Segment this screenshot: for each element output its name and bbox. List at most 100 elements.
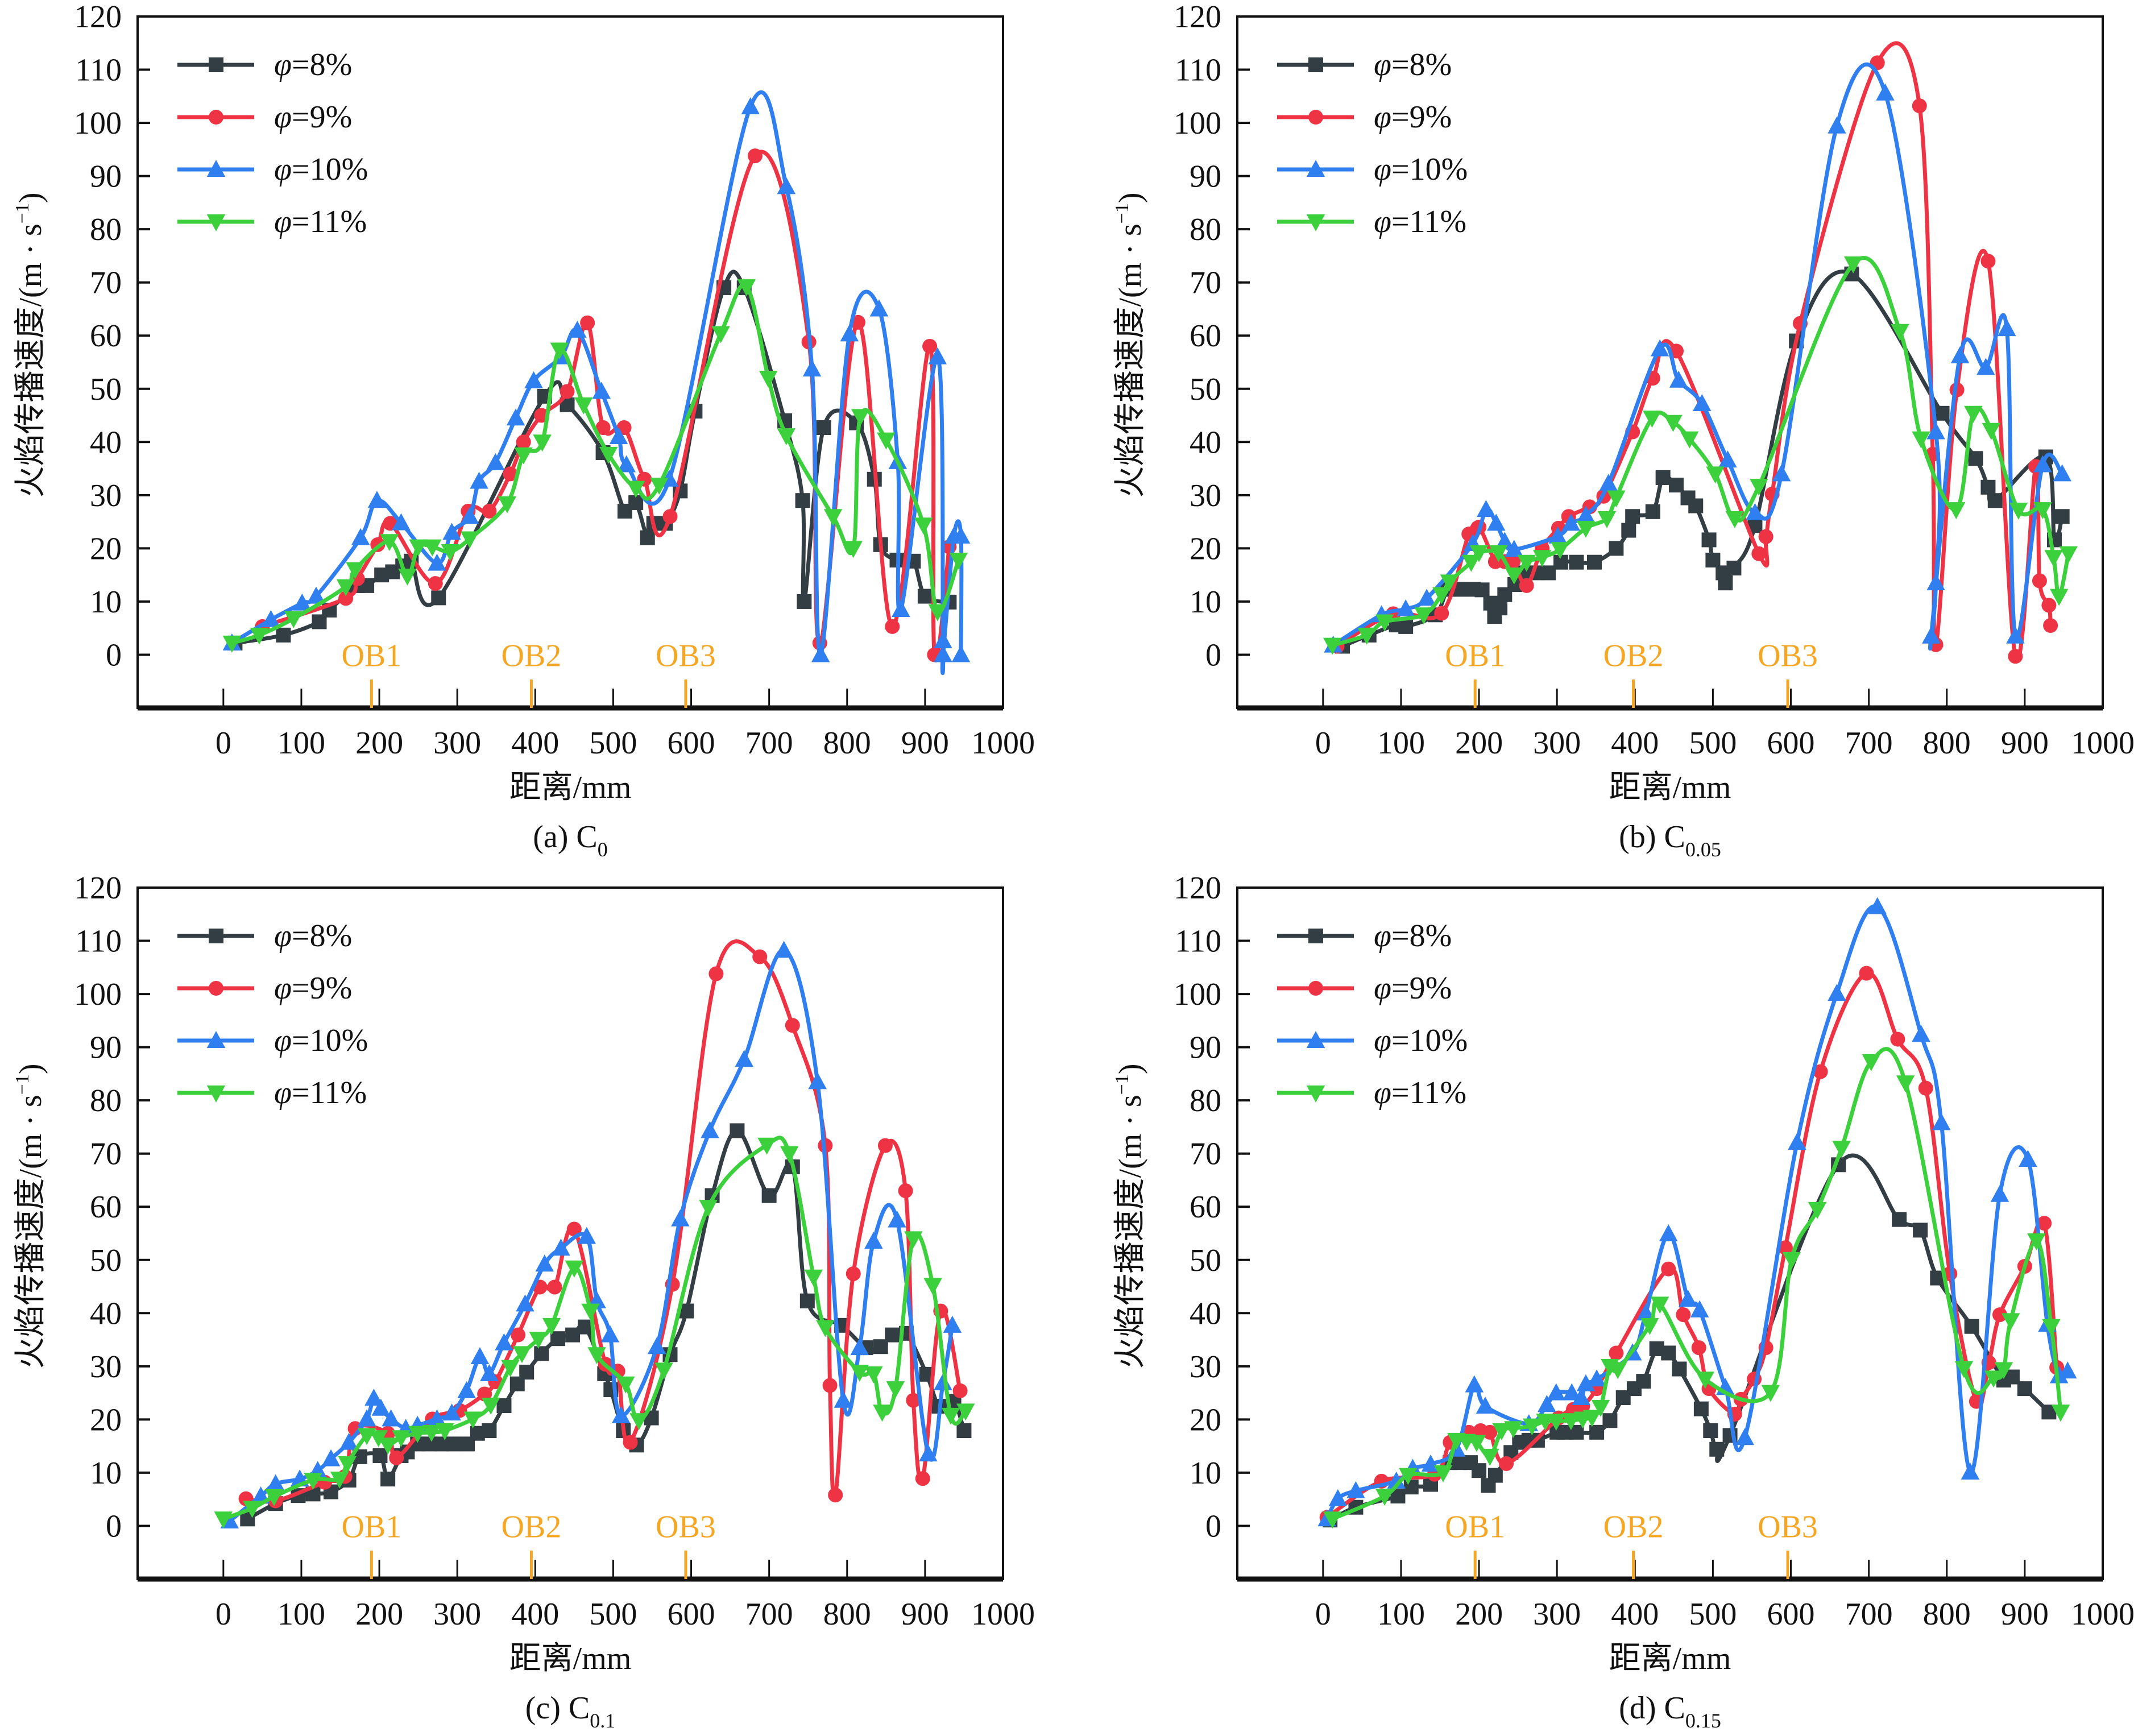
data-point: [1387, 1471, 1406, 1489]
data-point: [1328, 1489, 1348, 1506]
data-point: [1440, 574, 1459, 592]
data-point: [1489, 545, 1508, 562]
data-point: [2041, 598, 2057, 613]
data-point: [408, 1426, 427, 1443]
data-point: [808, 1072, 827, 1089]
data-point: [2008, 649, 2023, 664]
data-point: [1608, 1362, 1627, 1379]
x-tick-label: 800: [1923, 1597, 1971, 1632]
data-point: [1808, 1201, 1827, 1219]
obstacle-label-ob3: OB3: [656, 1509, 716, 1544]
data-point: [892, 600, 910, 617]
data-point: [914, 517, 933, 535]
data-point: [1659, 1224, 1678, 1241]
data-point: [1777, 1240, 1793, 1256]
data-point: [378, 1437, 397, 1455]
data-point: [514, 447, 533, 465]
data-point: [529, 1332, 548, 1349]
y-tick-label: 80: [90, 1083, 122, 1118]
data-point: [516, 1294, 534, 1312]
data-point: [1375, 614, 1394, 632]
series-11pct: [214, 1136, 975, 1529]
y-tick-label: 0: [1205, 637, 1221, 673]
data-point: [864, 1366, 883, 1383]
data-point: [1693, 1401, 1709, 1416]
data-point: [566, 1221, 582, 1237]
data-point: [1890, 1031, 1905, 1047]
data-point: [2009, 503, 2028, 520]
y-tick-label: 110: [75, 53, 122, 88]
data-point: [428, 576, 443, 591]
data-point: [1946, 502, 1966, 520]
data-point: [785, 1018, 800, 1033]
legend-label: φ=11%: [1374, 204, 1466, 239]
data-point: [877, 1138, 893, 1153]
series-9pct: [1329, 41, 2058, 664]
data-point: [1597, 511, 1617, 528]
obstacle-label-ob2: OB2: [1603, 638, 1664, 673]
data-point: [574, 397, 593, 415]
data-point: [2033, 455, 2052, 473]
x-tick-label: 600: [1767, 726, 1815, 761]
data-point: [737, 279, 756, 297]
y-tick-label: 100: [1174, 106, 1221, 141]
x-tick-label: 400: [511, 1597, 559, 1632]
obstacle-label-ob3: OB3: [656, 638, 716, 673]
data-point: [276, 627, 291, 643]
series-10pct: [222, 90, 971, 676]
data-point: [1688, 498, 1704, 513]
data-point: [482, 1423, 497, 1439]
data-point: [1912, 98, 1927, 114]
data-point: [1562, 1383, 1581, 1401]
data-point: [372, 1448, 388, 1463]
y-tick-label: 50: [90, 1243, 122, 1278]
x-tick-label: 100: [277, 726, 325, 761]
x-axis-title: 距离/mm: [509, 1641, 632, 1676]
y-tick-label: 80: [1190, 1083, 1221, 1118]
data-point: [1990, 1184, 2009, 1202]
data-point: [2051, 1404, 2070, 1422]
data-point: [1587, 1369, 1606, 1387]
data-point: [747, 148, 763, 164]
data-point: [923, 1278, 942, 1295]
data-point: [284, 611, 303, 628]
data-point: [534, 1346, 549, 1361]
panel-caption: (c) C0.1: [525, 1691, 616, 1732]
data-point: [1709, 1441, 1725, 1457]
data-point: [671, 1209, 690, 1227]
data-point: [735, 1050, 754, 1067]
panel-caption: (b) C0.05: [1619, 819, 1721, 861]
x-tick-label: 1000: [971, 1597, 1035, 1632]
data-point: [759, 371, 778, 388]
data-point: [519, 1365, 534, 1380]
data-point: [524, 371, 543, 388]
data-point: [1926, 422, 1945, 440]
legend-marker: [1306, 1031, 1325, 1048]
data-point: [442, 523, 461, 540]
data-point: [1396, 599, 1415, 617]
data-point: [581, 1303, 600, 1321]
obstacle-label-ob2: OB2: [502, 638, 562, 673]
y-tick-label: 10: [90, 585, 122, 620]
data-point: [617, 455, 636, 473]
y-tick-label: 10: [1190, 1456, 1221, 1491]
legend-label: φ=10%: [1374, 152, 1468, 187]
x-tick-label: 100: [1377, 1597, 1425, 1632]
data-point: [1482, 1424, 1498, 1440]
data-point: [516, 434, 531, 450]
y-axis-title: 火焰传播速度/(m · s−1): [12, 192, 48, 498]
data-point: [1669, 370, 1688, 388]
data-point: [1954, 1361, 1974, 1378]
legend-item: φ=8%: [1277, 47, 1452, 82]
data-point: [761, 1188, 777, 1203]
data-point: [1701, 532, 1717, 548]
data-point: [1357, 627, 1376, 645]
x-tick-label: 900: [2001, 1597, 2049, 1632]
data-point: [1934, 405, 1950, 421]
y-tick-label: 80: [1190, 212, 1221, 247]
y-tick-label: 50: [1190, 372, 1221, 407]
y-tick-label: 110: [1175, 924, 1221, 959]
data-point: [757, 1137, 776, 1155]
data-point: [1961, 1462, 1980, 1480]
legend-marker: [206, 1085, 226, 1103]
